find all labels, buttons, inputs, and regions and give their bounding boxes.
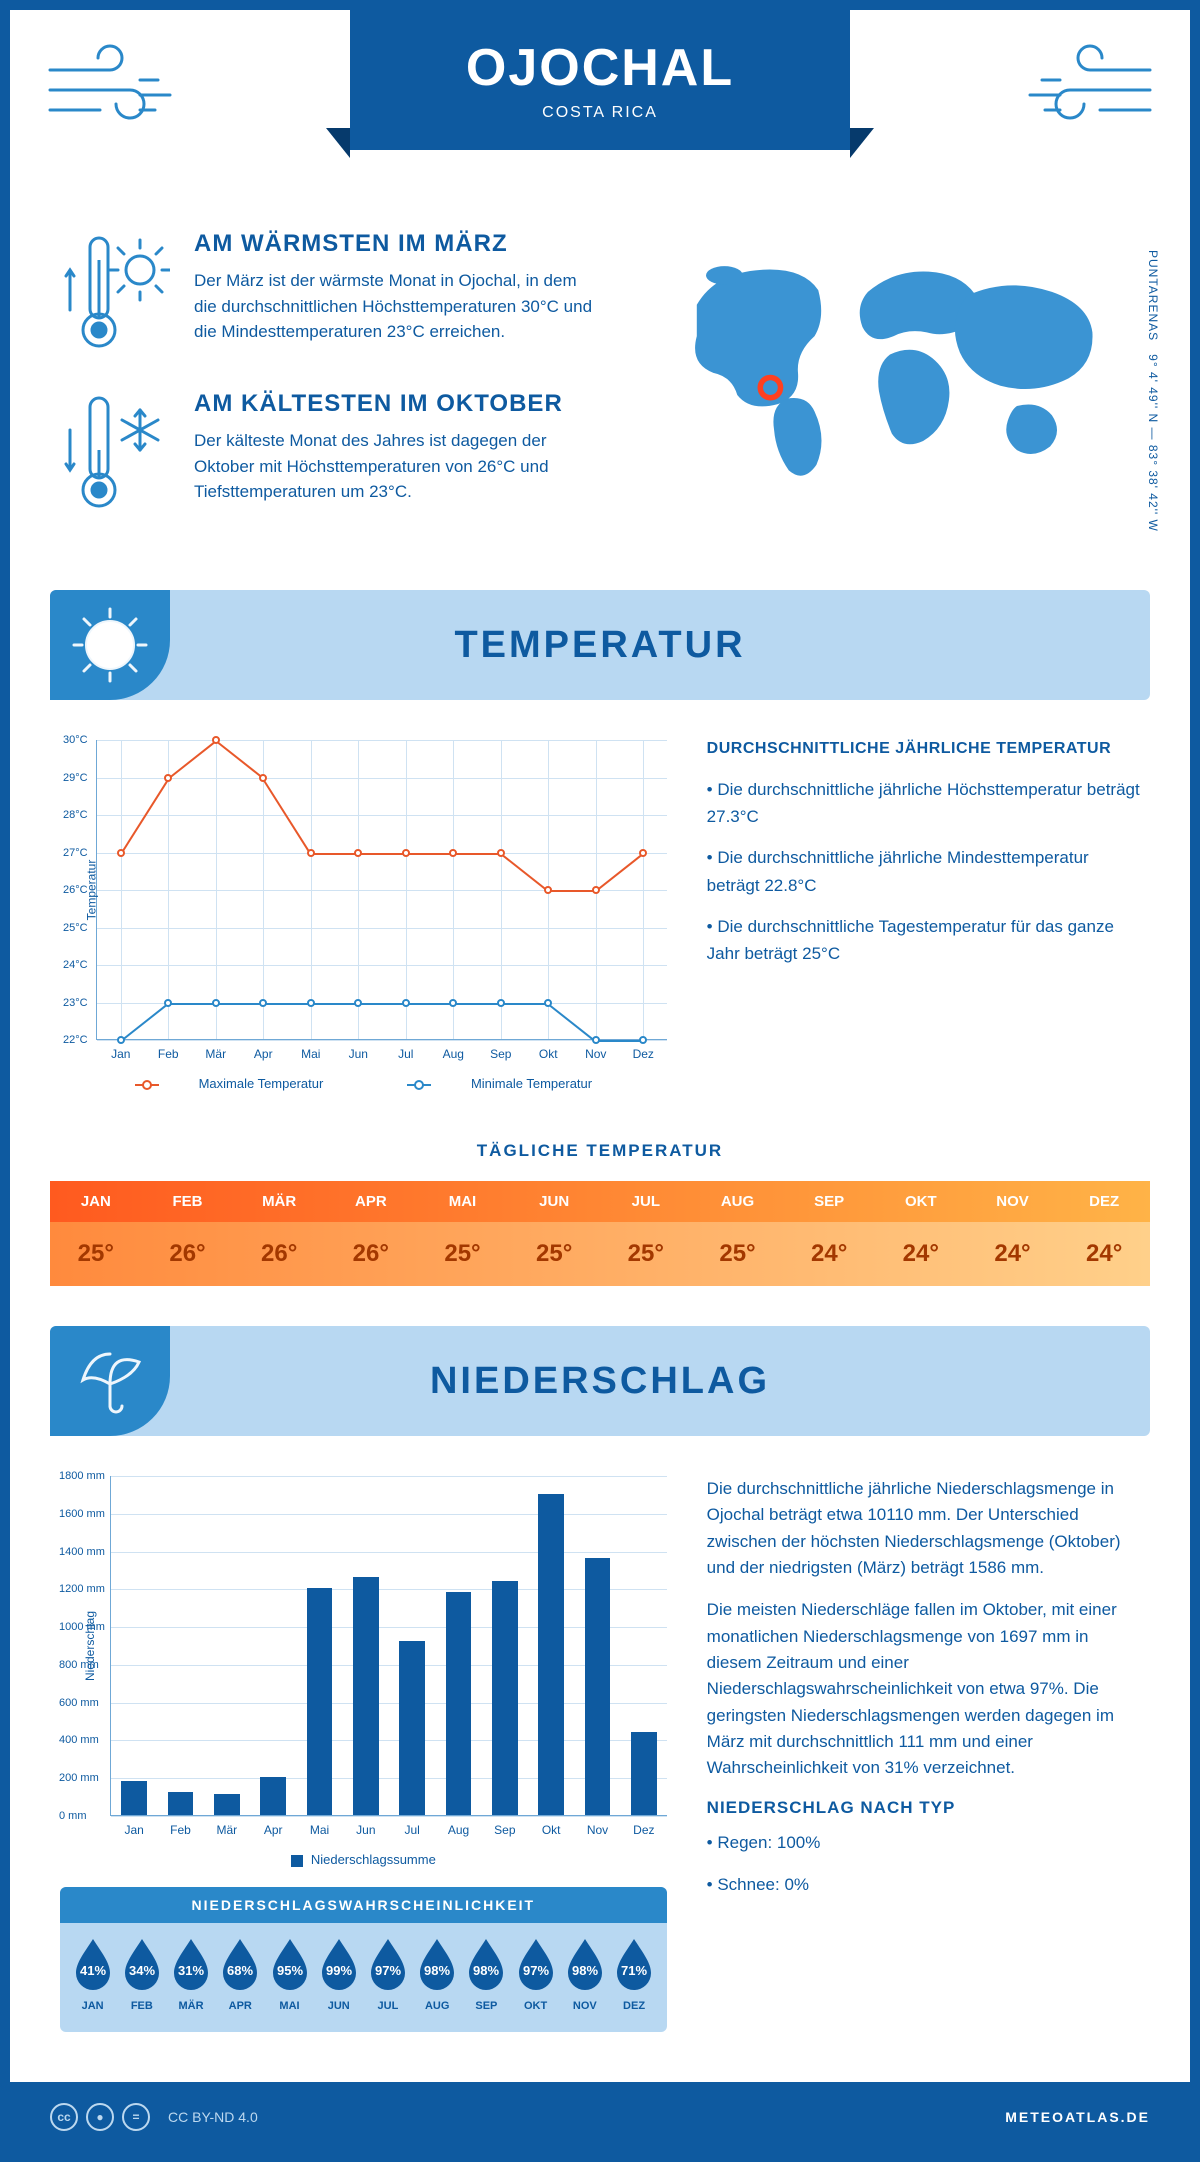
legend-max: Maximale Temperatur (199, 1076, 324, 1091)
temp-summary-b3: • Die durchschnittliche Tagestemperatur … (707, 913, 1140, 967)
license-badges: cc ● = CC BY-ND 4.0 (50, 2103, 258, 2131)
precip-legend: Niederschlagssumme (60, 1852, 667, 1867)
warmest-title: AM WÄRMSTEN IM MÄRZ (194, 230, 600, 258)
precipitation-body: Niederschlag 0 mm200 mm400 mm600 mm800 m… (10, 1436, 1190, 2052)
thermometer-hot-icon (60, 230, 170, 360)
prob-title: NIEDERSCHLAGSWAHRSCHEINLICHKEIT (60, 1887, 667, 1923)
warmest-fact: AM WÄRMSTEN IM MÄRZ Der März ist der wär… (60, 230, 600, 360)
wind-icon-left (40, 40, 180, 140)
coords-label: 9° 4' 49'' N — 83° 38' 42'' W (1146, 354, 1160, 532)
daily-temp-table: JANFEBMÄRAPRMAIJUNJULAUGSEPOKTNOVDEZ 25°… (50, 1181, 1150, 1286)
precip-p2: Die meisten Niederschläge fallen im Okto… (707, 1597, 1140, 1781)
daily-temp-title: TÄGLICHE TEMPERATUR (10, 1141, 1190, 1161)
coldest-fact: AM KÄLTESTEN IM OKTOBER Der kälteste Mon… (60, 390, 600, 520)
temperature-banner: TEMPERATUR (50, 590, 1150, 700)
coldest-title: AM KÄLTESTEN IM OKTOBER (194, 390, 600, 418)
region-label: PUNTARENAS (1146, 250, 1160, 341)
by-icon: ● (86, 2103, 114, 2131)
temperature-summary: DURCHSCHNITTLICHE JÄHRLICHE TEMPERATUR •… (707, 740, 1140, 1091)
cc-icon: cc (50, 2103, 78, 2131)
prob-drops: 41%JAN34%FEB31%MÄR68%APR95%MAI99%JUN97%J… (60, 1923, 667, 2018)
precip-p1: Die durchschnittliche jährliche Niedersc… (707, 1476, 1140, 1581)
temp-summary-title: DURCHSCHNITTLICHE JÄHRLICHE TEMPERATUR (707, 740, 1140, 758)
header: OJOCHAL COSTA RICA (10, 10, 1190, 210)
svg-text:68%: 68% (227, 1963, 253, 1978)
svg-text:41%: 41% (80, 1963, 106, 1978)
thermometer-cold-icon (60, 390, 170, 520)
temperature-line-chart: Temperatur 22°C23°C24°C25°C26°C27°C28°C2… (96, 740, 667, 1040)
precip-type-snow: • Schnee: 0% (707, 1872, 1140, 1898)
svg-text:71%: 71% (621, 1963, 647, 1978)
svg-text:95%: 95% (276, 1963, 302, 1978)
coldest-text: AM KÄLTESTEN IM OKTOBER Der kälteste Mon… (194, 390, 600, 520)
temperature-heading: TEMPERATUR (50, 624, 1150, 667)
temperature-body: Temperatur 22°C23°C24°C25°C26°C27°C28°C2… (10, 700, 1190, 1131)
legend-min: Minimale Temperatur (471, 1076, 592, 1091)
license-text: CC BY-ND 4.0 (168, 2109, 258, 2125)
page-subtitle: COSTA RICA (350, 104, 850, 122)
svg-text:98%: 98% (473, 1963, 499, 1978)
title-banner: OJOCHAL COSTA RICA (350, 10, 850, 150)
precipitation-heading: NIEDERSCHLAG (50, 1360, 1150, 1403)
daily-temp-values-row: 25°26°26°26°25°25°25°25°24°24°24°24° (50, 1222, 1150, 1286)
precipitation-probability-box: NIEDERSCHLAGSWAHRSCHEINLICHKEIT 41%JAN34… (60, 1887, 667, 2032)
temp-summary-b1: • Die durchschnittliche jährliche Höchst… (707, 776, 1140, 830)
temp-legend: .lb:nth-of-type(1)::after{border-color:#… (60, 1076, 667, 1091)
intro-facts: AM WÄRMSTEN IM MÄRZ Der März ist der wär… (60, 230, 600, 550)
precipitation-banner: NIEDERSCHLAG (50, 1326, 1150, 1436)
daily-temp-header-row: JANFEBMÄRAPRMAIJUNJULAUGSEPOKTNOVDEZ (50, 1181, 1150, 1222)
warmest-text: AM WÄRMSTEN IM MÄRZ Der März ist der wär… (194, 230, 600, 360)
svg-text:98%: 98% (424, 1963, 450, 1978)
footer: cc ● = CC BY-ND 4.0 METEOATLAS.DE (10, 2082, 1190, 2152)
precipitation-chart-area: Niederschlag 0 mm200 mm400 mm600 mm800 m… (60, 1476, 667, 2032)
svg-text:34%: 34% (129, 1963, 155, 1978)
umbrella-icon (50, 1326, 170, 1436)
precipitation-text: Die durchschnittliche jährliche Niedersc… (707, 1476, 1140, 2032)
svg-text:97%: 97% (375, 1963, 401, 1978)
precip-legend-label: Niederschlagssumme (311, 1852, 436, 1867)
precipitation-bar-chart: Niederschlag 0 mm200 mm400 mm600 mm800 m… (110, 1476, 667, 1816)
svg-text:31%: 31% (178, 1963, 204, 1978)
coordinates: PUNTARENAS 9° 4' 49'' N — 83° 38' 42'' W (1146, 250, 1160, 532)
nd-icon: = (122, 2103, 150, 2131)
world-map-box: PUNTARENAS 9° 4' 49'' N — 83° 38' 42'' W (640, 230, 1140, 550)
coldest-body: Der kälteste Monat des Jahres ist dagege… (194, 428, 600, 505)
svg-text:98%: 98% (572, 1963, 598, 1978)
precip-type-rain: • Regen: 100% (707, 1830, 1140, 1856)
wind-icon-right (1020, 40, 1160, 140)
svg-text:97%: 97% (523, 1963, 549, 1978)
temperature-chart-area: Temperatur 22°C23°C24°C25°C26°C27°C28°C2… (60, 740, 667, 1091)
precip-type-title: NIEDERSCHLAG NACH TYP (707, 1798, 1140, 1818)
warmest-body: Der März ist der wärmste Monat in Ojocha… (194, 268, 600, 345)
world-map-icon (640, 230, 1140, 490)
temp-summary-b2: • Die durchschnittliche jährliche Mindes… (707, 844, 1140, 898)
svg-text:99%: 99% (326, 1963, 352, 1978)
brand-label: METEOATLAS.DE (1005, 2109, 1150, 2125)
page: OJOCHAL COSTA RICA AM WÄRMSTEN IM MÄRZ D… (0, 0, 1200, 2162)
sun-icon (50, 590, 170, 700)
intro-section: AM WÄRMSTEN IM MÄRZ Der März ist der wär… (10, 210, 1190, 590)
page-title: OJOCHAL (350, 10, 850, 98)
